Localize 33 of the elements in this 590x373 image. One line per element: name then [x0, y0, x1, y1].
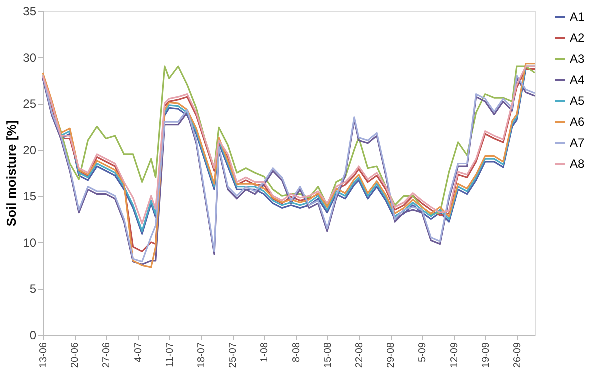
x-tick-label: 22-08	[354, 342, 366, 368]
x-tick-label: 20-06	[70, 342, 82, 368]
legend-label: A3	[570, 52, 586, 66]
legend-label: A8	[570, 157, 586, 171]
x-tick-label: 29-08	[386, 342, 398, 368]
legend-label: A4	[570, 73, 586, 87]
x-tick-label: 25-07	[228, 342, 240, 368]
x-tick-label: 19-09	[480, 342, 492, 368]
y-tick-label: 0	[30, 328, 37, 342]
x-tick-label: 8-08	[291, 342, 302, 363]
x-tick-label: 18-07	[196, 342, 208, 368]
x-tick-label: 15-08	[322, 342, 334, 368]
y-axis-title: Soil moisture [%]	[4, 120, 20, 227]
legend-label: A7	[570, 136, 586, 150]
legend-label: A2	[570, 31, 586, 45]
y-tick-label: 15	[23, 190, 37, 204]
x-tick-label: 1-08	[260, 342, 271, 363]
y-tick-label: 10	[23, 236, 37, 250]
x-tick-label: 27-06	[102, 342, 113, 368]
legend-label: A1	[570, 10, 586, 24]
y-tick-label: 20	[23, 143, 37, 158]
x-tick-label: 11-07	[164, 342, 176, 368]
x-tick-label: 12-09	[449, 342, 460, 368]
y-tick-label: 25	[23, 97, 37, 112]
legend-label: A5	[570, 94, 586, 108]
legend-label: A6	[570, 115, 586, 129]
x-tick-label: 13-06	[38, 342, 50, 368]
y-tick-label: 35	[23, 4, 37, 18]
y-tick-label: 30	[23, 50, 37, 65]
y-tick-label: 5	[30, 282, 37, 296]
x-tick-label: 26-09	[512, 342, 524, 368]
x-tick-label: 5-09	[418, 342, 429, 363]
x-tick-label: 4-07	[133, 342, 144, 363]
